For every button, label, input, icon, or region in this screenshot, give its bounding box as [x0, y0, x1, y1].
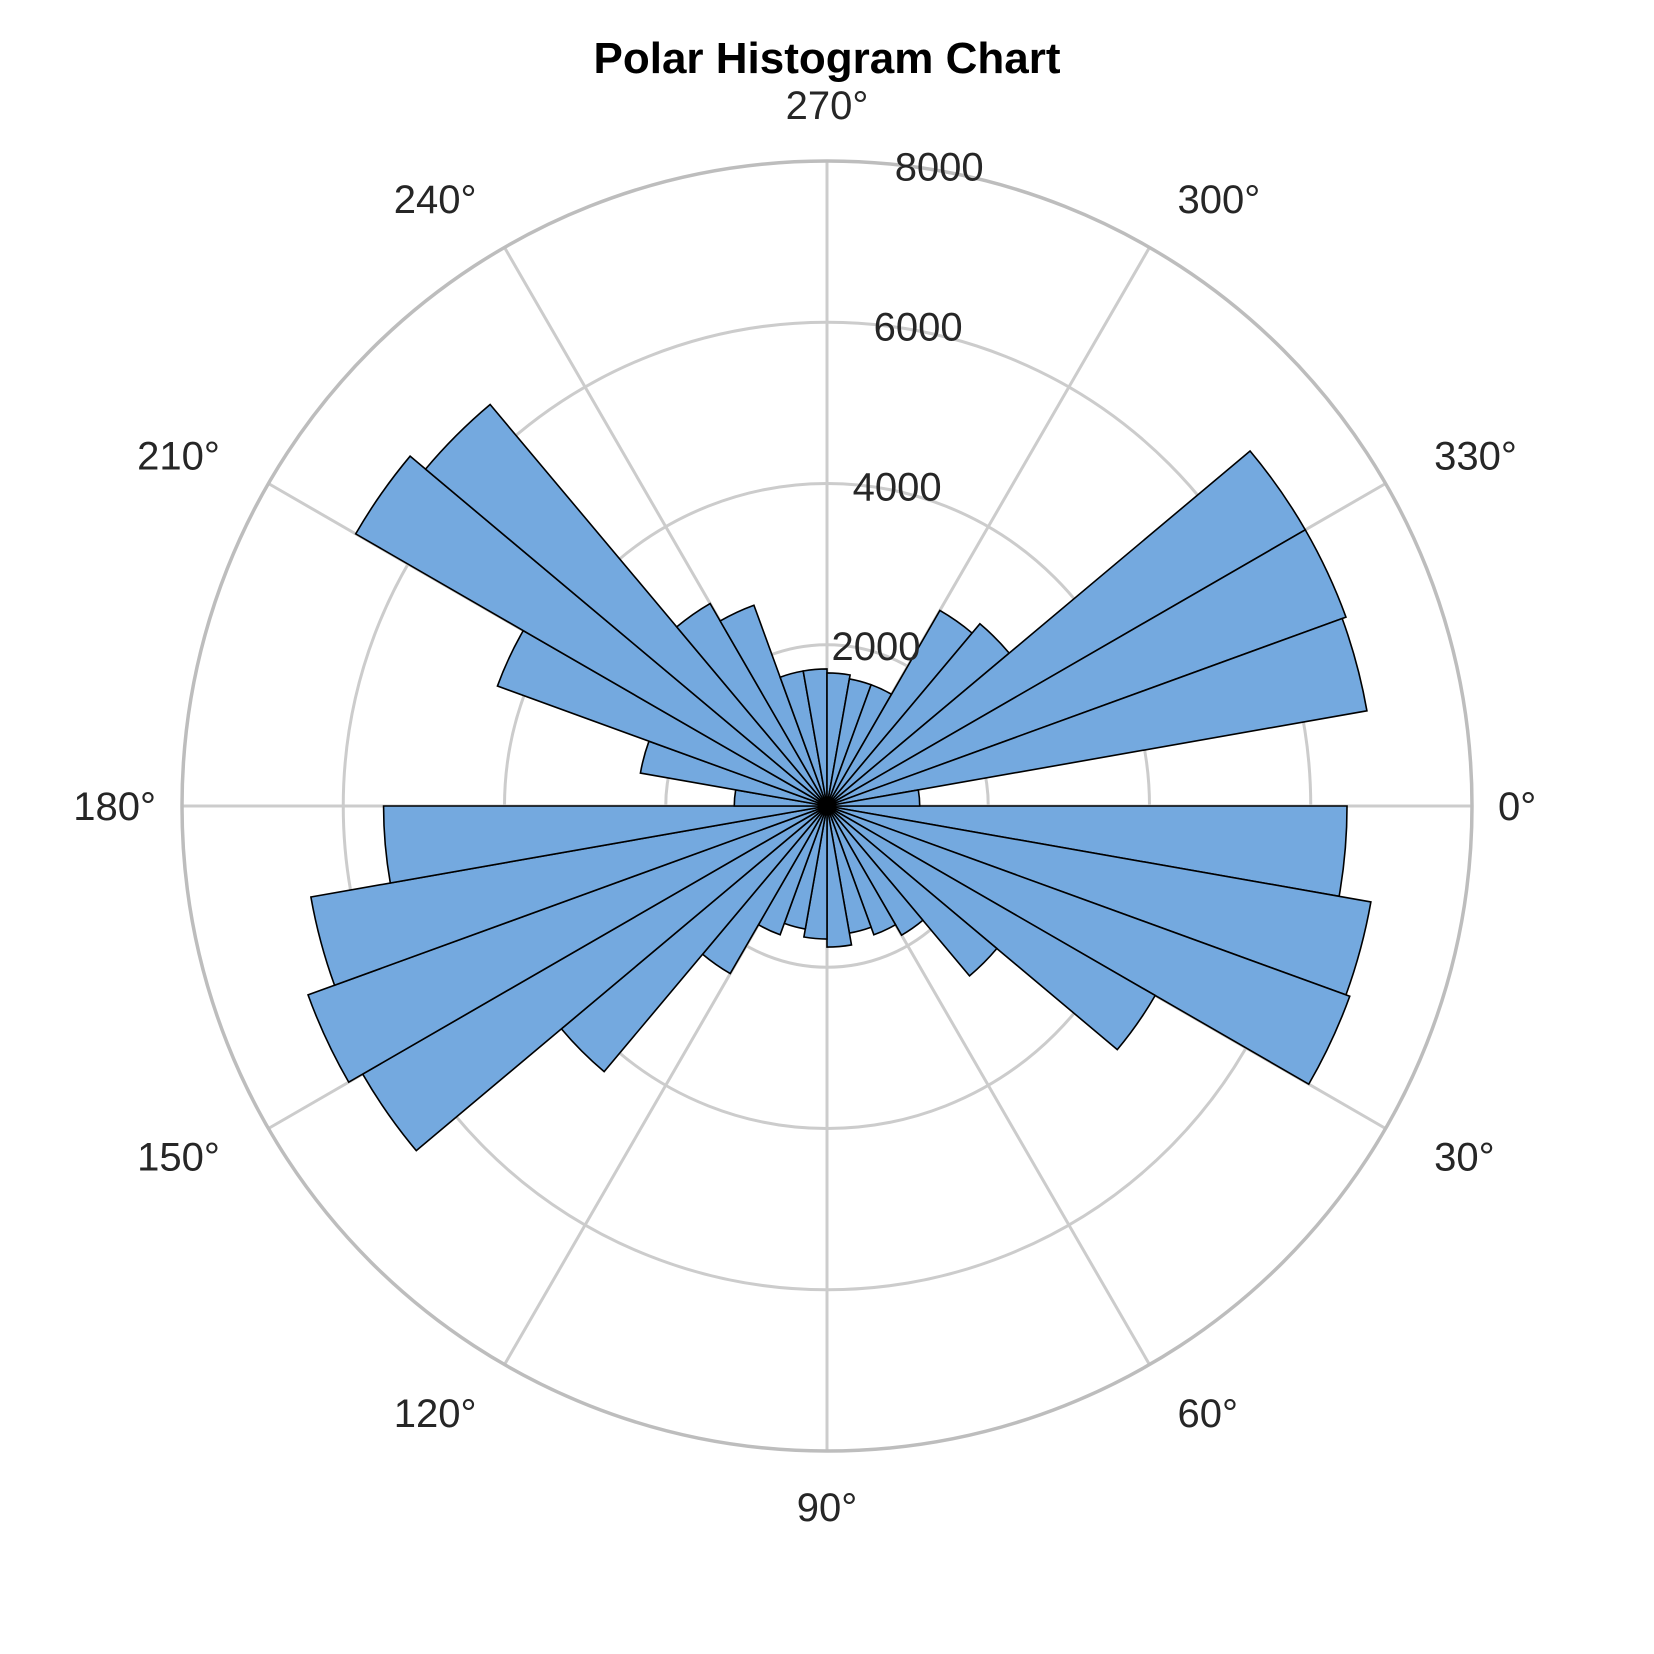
angular-tick-labels: 0° 30° 60° 90° 120° 150° 180° 210° 240° 270° 300° 3…	[73, 84, 1536, 1530]
bar-bin-220	[424, 403, 828, 807]
bar-bin-240	[719, 604, 828, 807]
bar-bin-20	[826, 805, 1351, 1086]
histogram-bars	[307, 403, 1372, 1152]
radial-tick-labels: 2000 4000 6000 8000	[832, 146, 984, 670]
radial-tick-label-8000: 8000	[895, 146, 984, 190]
bar-bin-340	[826, 617, 1368, 807]
angular-tick-label-150: 150°	[137, 1136, 220, 1180]
radial-tick-label-2000: 2000	[832, 625, 921, 669]
bar-bin-150	[307, 805, 828, 1084]
chart-title: Polar Histogram Chart	[594, 34, 1061, 83]
angular-tick-label-60: 60°	[1178, 1392, 1239, 1436]
bar-bin-330	[826, 528, 1347, 807]
angular-tick-label-270: 270°	[786, 84, 869, 128]
bar-bin-350	[826, 788, 921, 807]
bar-bin-210	[354, 455, 828, 807]
angular-tick-label-120: 120°	[394, 1392, 477, 1436]
bar-bin-40	[826, 805, 998, 977]
angular-tick-label-0: 0°	[1498, 785, 1536, 829]
angular-tick-label-210: 210°	[137, 435, 220, 479]
polar-frame	[180, 159, 1474, 1453]
bar-bin-170	[382, 805, 828, 884]
bar-bin-260	[802, 668, 828, 807]
radial-tick-label-4000: 4000	[853, 465, 942, 509]
radial-tick-label-6000: 6000	[874, 305, 963, 349]
bar-bin-160	[309, 805, 828, 987]
bar-bin-50	[826, 805, 925, 937]
angular-tick-label-90: 90°	[797, 1486, 858, 1530]
angular-tick-label-240: 240°	[394, 178, 477, 222]
bar-bin-60	[826, 805, 897, 936]
angular-tick-label-330: 330°	[1434, 435, 1517, 479]
bar-bin-30	[826, 805, 1157, 1051]
bar-bin-80	[826, 805, 853, 948]
angular-tick-label-300: 300°	[1178, 178, 1261, 222]
angular-tick-label-30: 30°	[1434, 1136, 1495, 1180]
angular-tick-label-180: 180°	[73, 785, 156, 829]
bar-bin-230	[675, 602, 828, 807]
